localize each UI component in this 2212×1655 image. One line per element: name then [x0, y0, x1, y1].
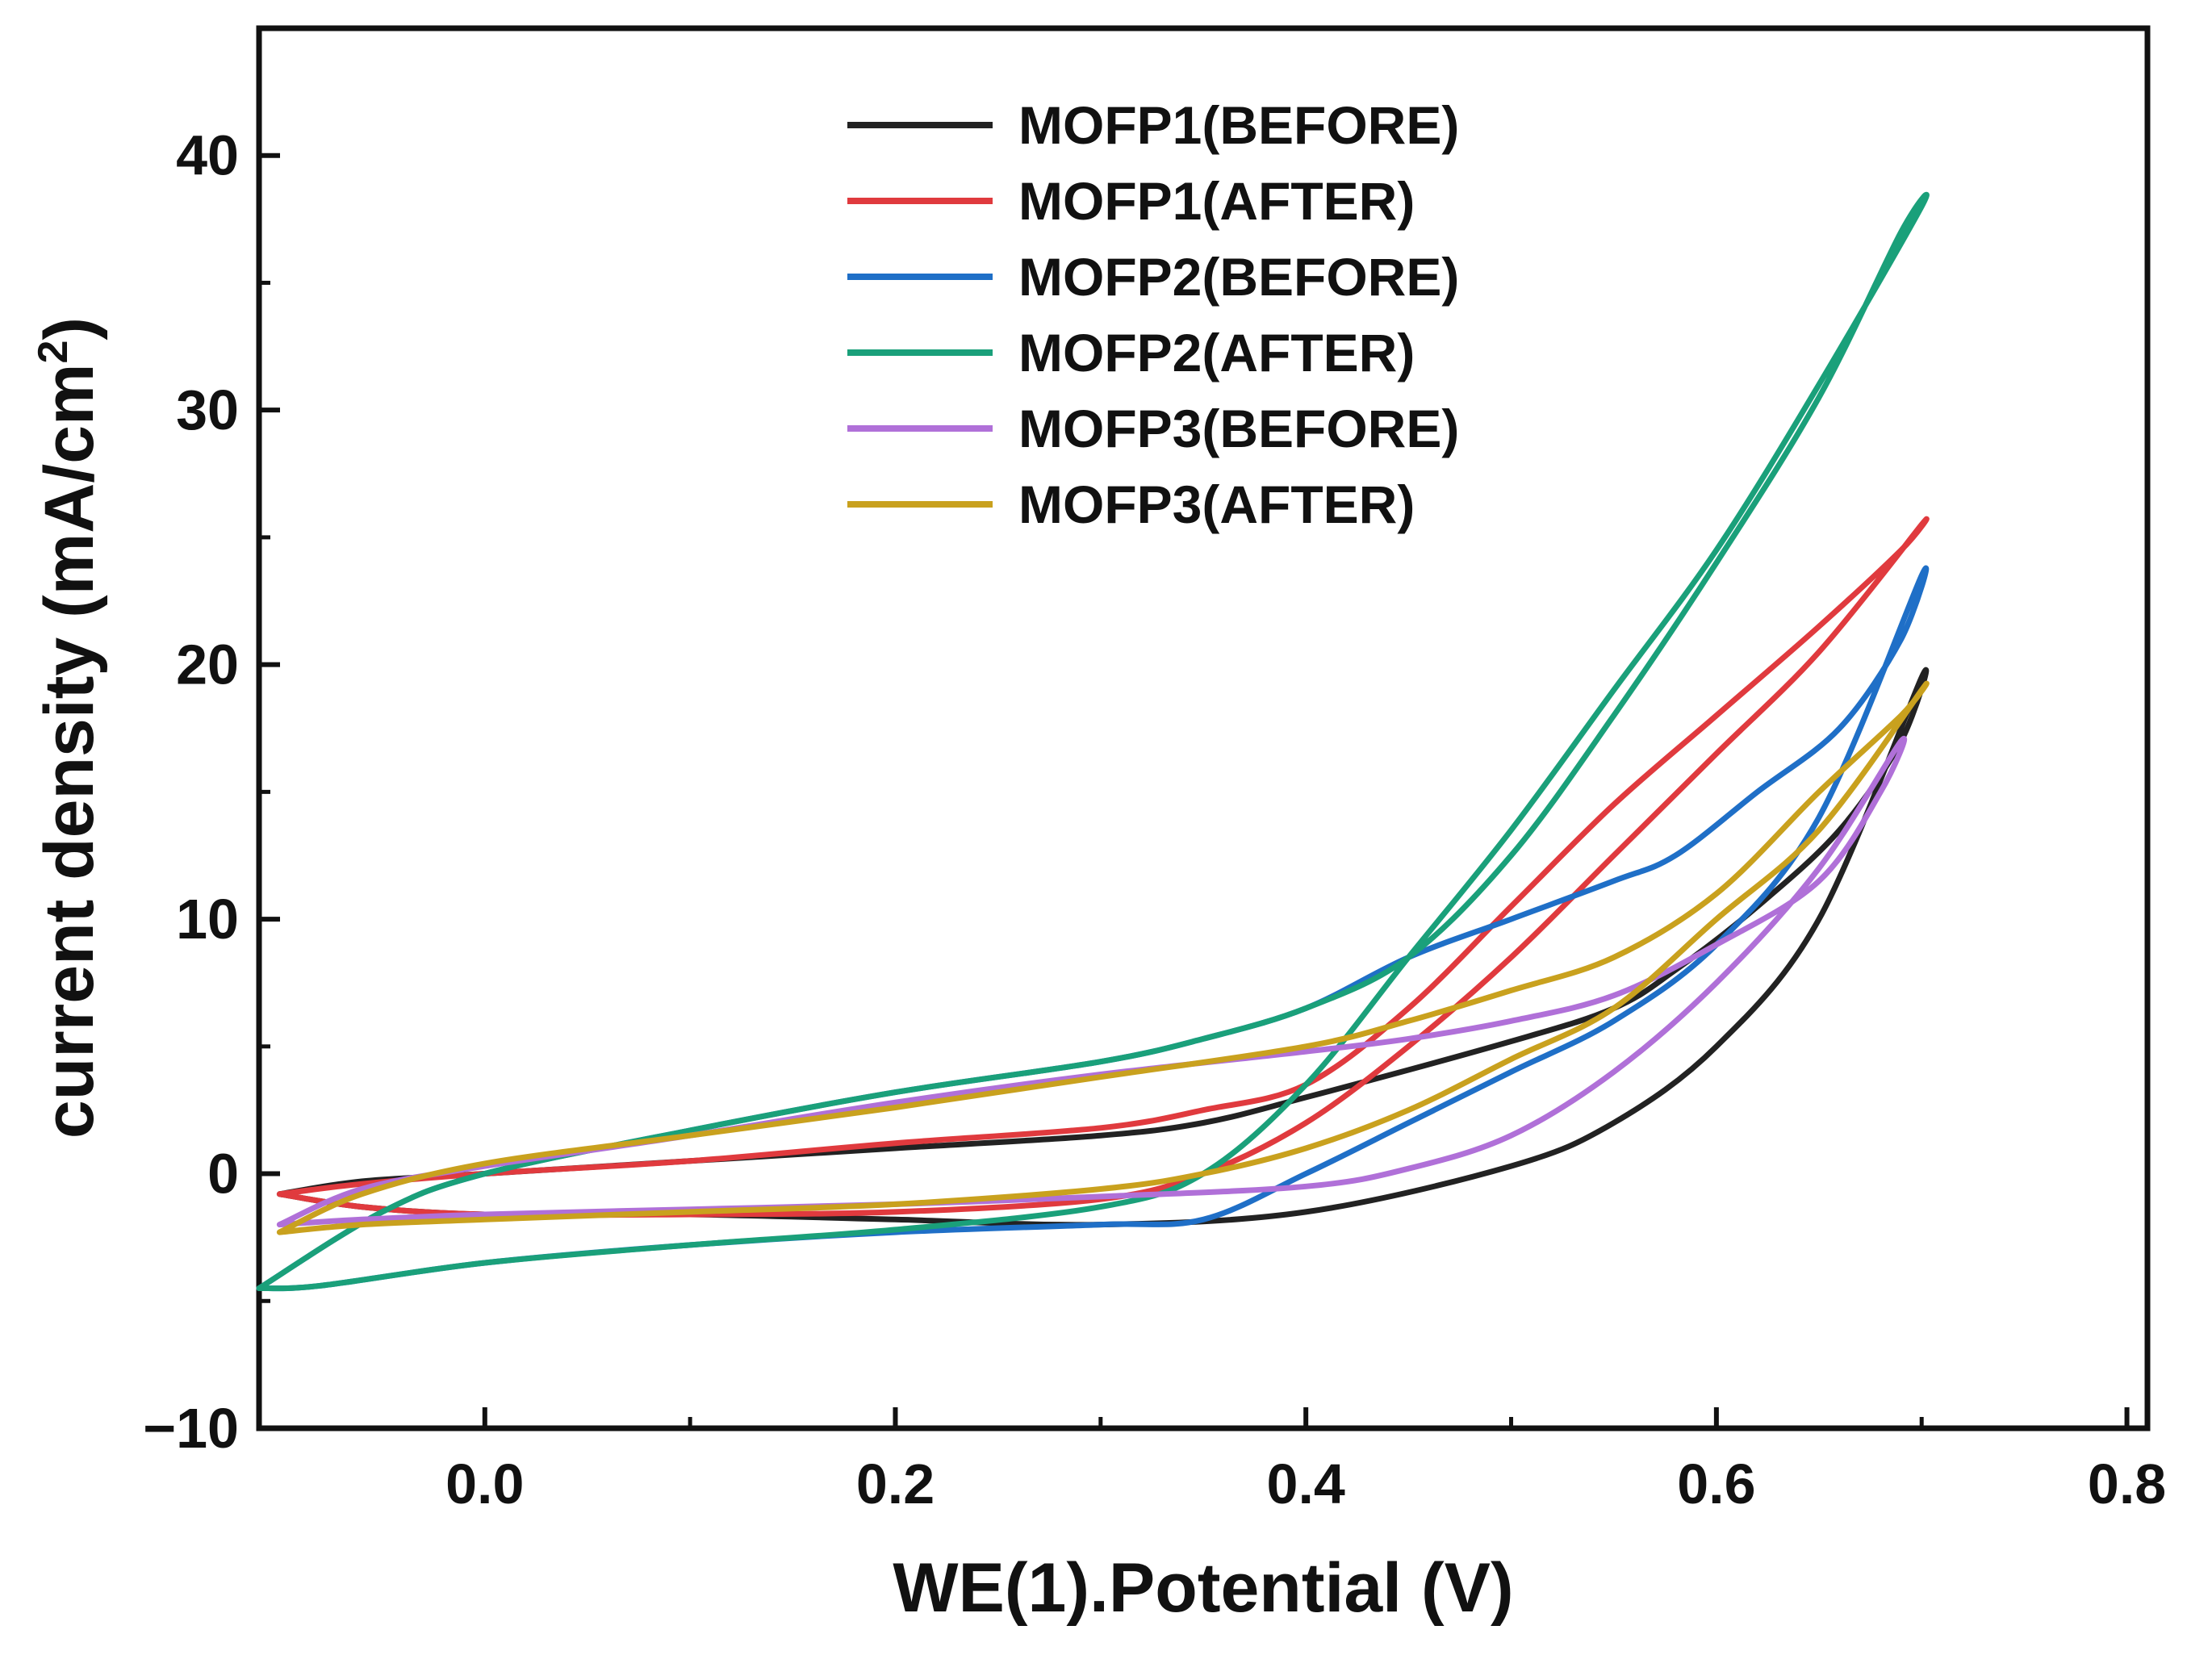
legend-label: MOFP3(BEFORE) [1018, 399, 1459, 458]
legend-label: MOFP3(AFTER) [1018, 474, 1415, 534]
series-line-3 [256, 565, 1930, 1292]
x-axis-title: WE(1).Potential (V) [893, 1549, 1513, 1627]
y-axis-title-superscript: 2 [30, 341, 77, 364]
x-tick-label: 0.8 [2088, 1452, 2166, 1515]
y-axis-title-main: current density (mA/cm [31, 363, 108, 1139]
x-tick-label: 0.0 [445, 1452, 524, 1515]
legend: MOFP1(BEFORE) MOFP1(AFTER) MOFP2(BEFORE) MO… [847, 95, 1459, 534]
plot-area [256, 25, 2151, 1431]
legend-label: MOFP2(AFTER) [1018, 323, 1415, 382]
y-tick-label: 40 [176, 124, 239, 187]
y-tick-label: −10 [143, 1397, 239, 1460]
plot-frame [256, 25, 2151, 1431]
y-tick-label: 0 [207, 1143, 239, 1206]
series-line-4 [256, 191, 1930, 1292]
x-tick-label: 0.4 [1267, 1452, 1345, 1515]
y-tick-label: 20 [176, 633, 239, 696]
y-tick-label: 10 [176, 888, 239, 951]
legend-label: MOFP1(AFTER) [1018, 171, 1415, 231]
series-line-6 [276, 680, 1930, 1235]
x-tick-label: 0.6 [1677, 1452, 1755, 1515]
y-axis-title: current density (mA/cm2) [30, 317, 108, 1139]
x-tick-label: 0.2 [856, 1452, 935, 1515]
legend-label: MOFP1(BEFORE) [1018, 95, 1459, 155]
y-axis-title-close: ) [31, 317, 108, 341]
axis-ticks: 0.0 0.2 0.4 0.6 0.8 −10 0 10 20 30 40 [143, 124, 2166, 1515]
series-line-1 [276, 667, 1930, 1228]
series-line-2 [276, 516, 1930, 1218]
series-layer [256, 191, 1930, 1292]
y-tick-label: 30 [176, 378, 239, 441]
legend-label: MOFP2(BEFORE) [1018, 247, 1459, 307]
